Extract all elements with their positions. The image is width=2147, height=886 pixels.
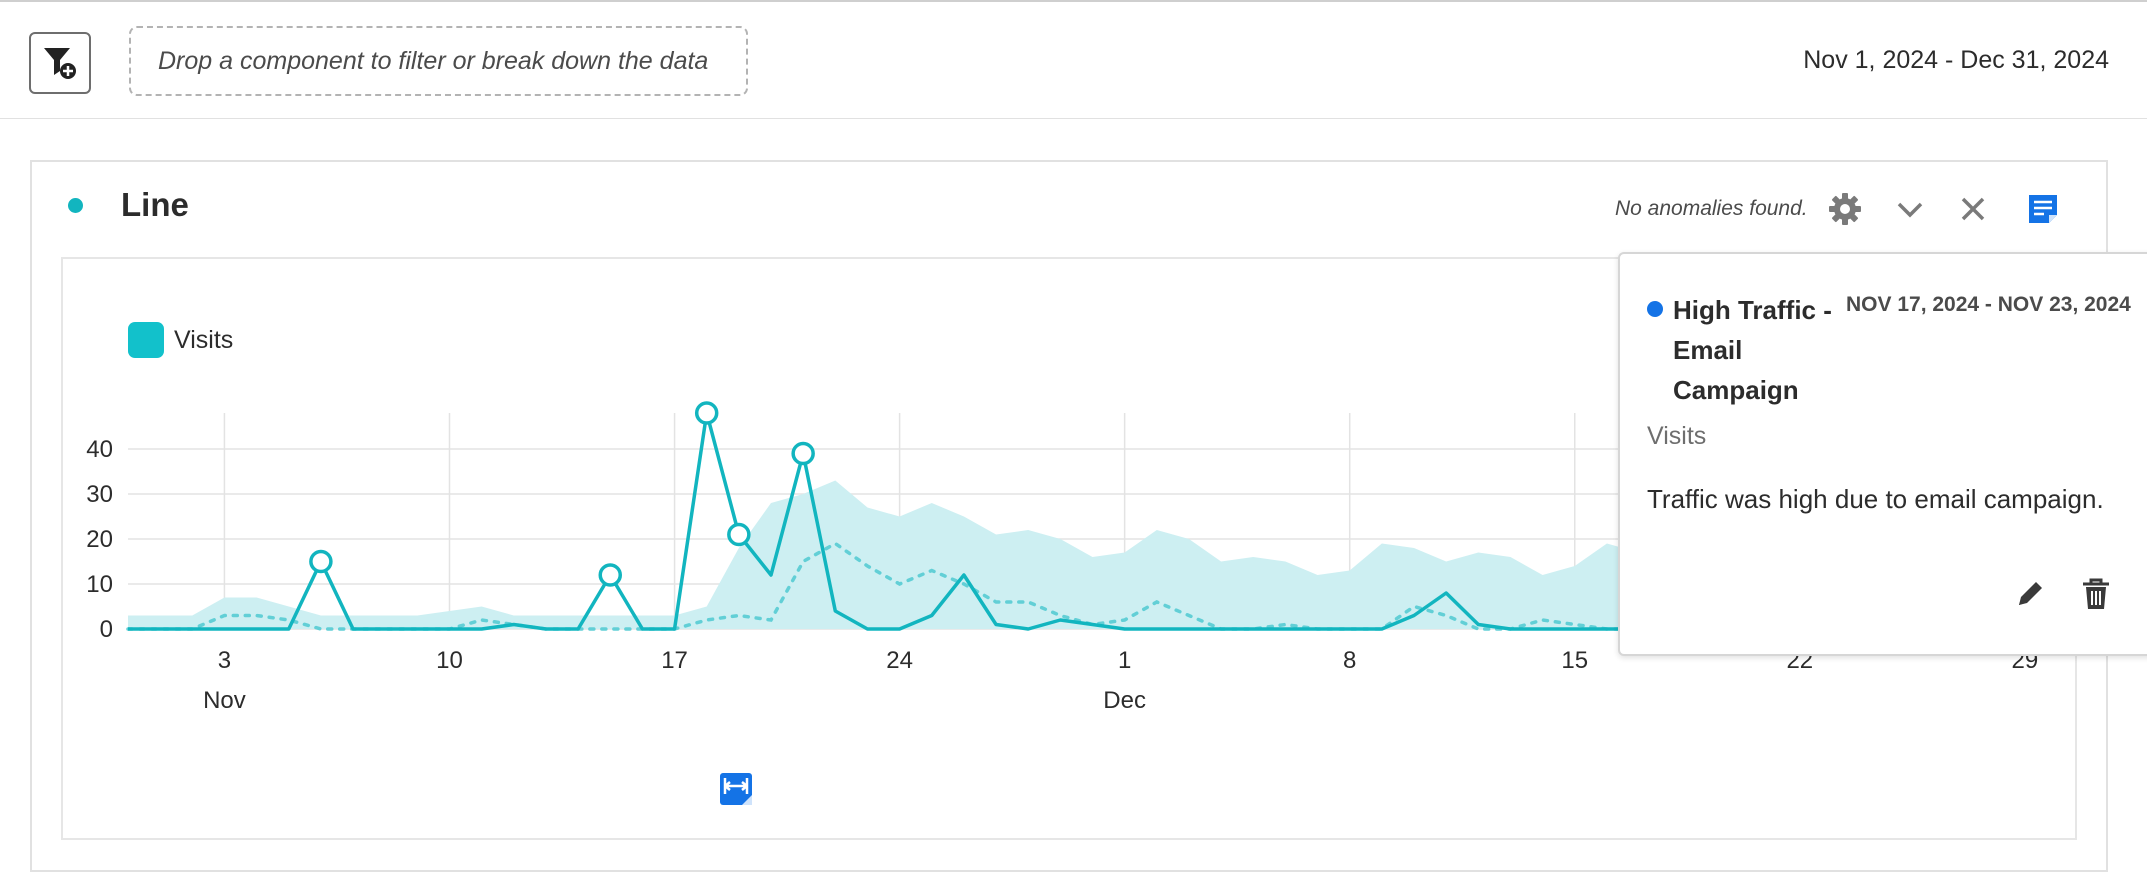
delete-trash-icon[interactable] — [2076, 574, 2116, 614]
y-tick-label: 10 — [86, 571, 113, 598]
chart-legend[interactable]: Visits — [128, 322, 233, 358]
annotation-date-range: NOV 17, 2024 - NOV 23, 2024 — [1846, 293, 2131, 316]
panel-title[interactable]: Line — [121, 186, 189, 223]
settings-gear-icon[interactable] — [1826, 190, 1864, 228]
x-tick-label: 10 — [436, 647, 463, 674]
anomaly-point — [694, 401, 719, 425]
annotation-metric: Visits — [1647, 422, 1707, 450]
filter-add-icon — [44, 48, 76, 79]
annotation-range-marker[interactable] — [720, 773, 752, 805]
x-tick-label: 15 — [1561, 647, 1588, 674]
annotation-title-line: Campaign — [1673, 375, 1799, 405]
x-tick-label: 24 — [886, 647, 913, 674]
x-month-label: Nov — [203, 687, 246, 714]
x-tick-label: 8 — [1343, 647, 1356, 674]
x-tick-label: 3 — [218, 647, 231, 674]
anomaly-point — [791, 441, 815, 466]
annotation-title-line: Email — [1673, 335, 1743, 365]
y-tick-label: 30 — [86, 481, 113, 508]
annotation-title: High Traffic - Email Campaign — [1673, 290, 1833, 410]
x-tick-label: 1 — [1118, 647, 1131, 674]
annotation-color-dot — [1647, 301, 1663, 317]
y-tick-label: 20 — [86, 526, 113, 553]
expected-range-band — [128, 480, 2057, 629]
range-arrow-icon — [723, 778, 752, 805]
anomaly-point — [727, 522, 751, 547]
filter-dropzone[interactable]: Drop a component to filter or break down… — [129, 26, 748, 96]
top-border — [0, 0, 2147, 2]
anomaly-point — [598, 563, 622, 587]
legend-swatch-visits — [128, 322, 164, 358]
annotation-description: Traffic was high due to email campaign. — [1647, 484, 2104, 514]
anomaly-point — [309, 549, 333, 574]
visualization-color-dot — [68, 198, 83, 213]
dropzone-placeholder: Drop a component to filter or break down… — [158, 46, 709, 75]
x-month-label: Dec — [1103, 687, 1146, 714]
chevron-down-icon[interactable] — [1891, 190, 1929, 228]
y-tick-label: 40 — [86, 436, 113, 463]
annotation-popover: High Traffic - Email Campaign NOV 17, 20… — [1618, 252, 2147, 656]
anomaly-status: No anomalies found. — [1615, 197, 1808, 220]
close-icon[interactable] — [1954, 190, 1992, 228]
toolbar: Drop a component to filter or break down… — [0, 2, 2147, 119]
legend-label-visits: Visits — [174, 325, 234, 354]
date-range-selector[interactable]: Nov 1, 2024 - Dec 31, 2024 — [1803, 46, 2109, 74]
edit-pencil-icon[interactable] — [2010, 574, 2050, 614]
y-tick-label: 0 — [100, 616, 113, 643]
add-filter-button[interactable] — [29, 32, 91, 94]
annotation-title-line: High Traffic - — [1673, 295, 1832, 325]
annotation-icon[interactable] — [2024, 190, 2062, 228]
x-tick-label: 17 — [661, 647, 688, 674]
